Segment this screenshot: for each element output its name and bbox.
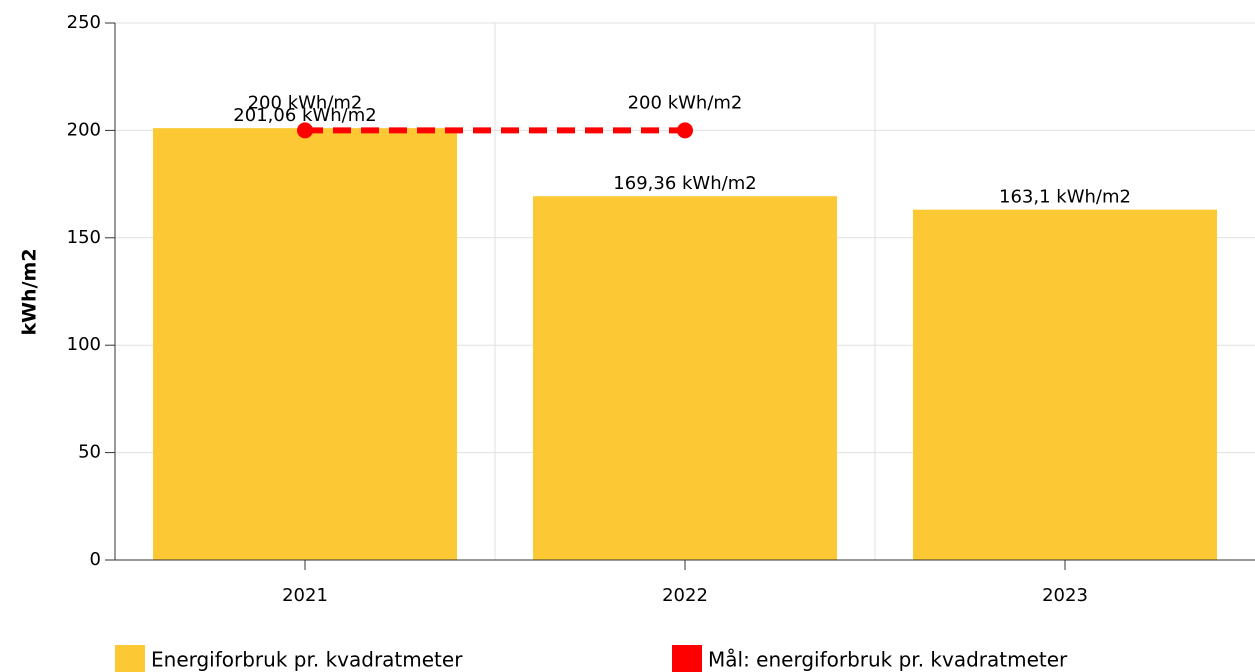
y-tick-label: 250 — [67, 12, 101, 33]
y-tick-label: 0 — [90, 549, 101, 570]
y-tick-label: 50 — [78, 442, 101, 463]
y-tick-label: 100 — [67, 334, 101, 355]
data-label: 201,06 kWh/m2 — [233, 105, 376, 126]
line-point — [677, 122, 693, 139]
bar — [913, 209, 1217, 560]
y-tick-label: 150 — [67, 227, 101, 248]
data-label: 200 kWh/m2 — [248, 92, 363, 113]
data-label: 169,36 kWh/m2 — [613, 173, 756, 194]
legend: Energiforbruk pr. kvadratmeter Mål: energ… — [115, 645, 1068, 672]
x-tick-label: 2021 — [282, 585, 328, 606]
data-label: 200 kWh/m2 — [628, 92, 743, 113]
legend-swatch — [672, 645, 702, 672]
data-label: 163,1 kWh/m2 — [999, 187, 1131, 208]
legend-swatch — [115, 645, 145, 672]
legend-label: Mål: energiforbruk pr. kvadratmeter — [708, 648, 1068, 672]
line-point — [297, 122, 313, 139]
x-tick-label: 2022 — [662, 585, 708, 606]
y-axis-label: kWh/m2 — [19, 248, 41, 335]
x-tick-label: 2023 — [1042, 585, 1088, 606]
bar — [153, 128, 457, 561]
y-tick-label: 200 — [67, 119, 101, 140]
legend-label: Energiforbruk pr. kvadratmeter — [151, 648, 463, 672]
bar — [533, 196, 837, 560]
